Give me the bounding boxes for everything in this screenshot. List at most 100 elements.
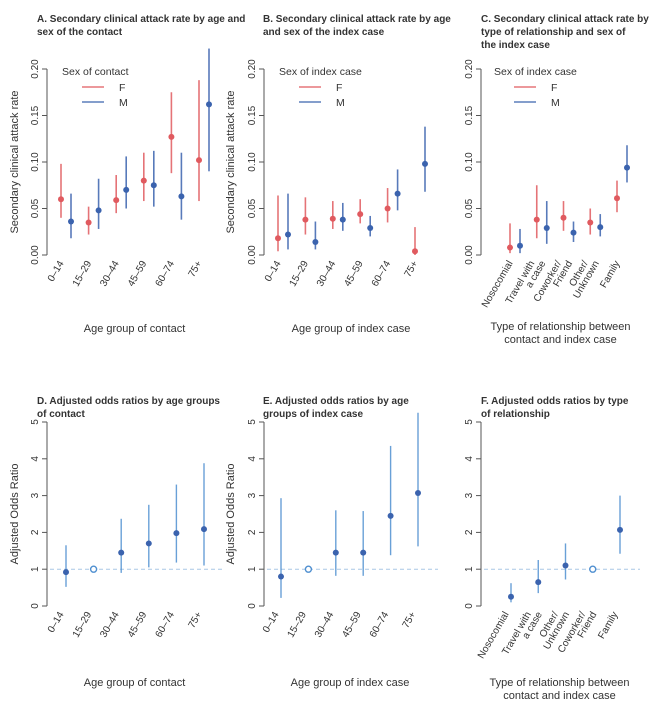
point-m xyxy=(206,101,212,108)
y-tick-label: 0.20 xyxy=(30,59,41,79)
point-f xyxy=(533,216,540,223)
point-f xyxy=(614,195,620,202)
panel-title: groups of index case xyxy=(263,409,363,420)
panel-title: B. Secondary clinical attack rate by age xyxy=(263,14,451,25)
panel-title: of relationship xyxy=(481,409,550,420)
panel-title: of contact xyxy=(37,409,85,420)
x-axis-title: contact and index case xyxy=(503,690,616,702)
point-m xyxy=(150,182,157,189)
point-m xyxy=(624,164,630,171)
panel-a: A. Secondary clinical attack rate by age… xyxy=(9,14,245,335)
x-tick-label: 30–44 xyxy=(98,610,122,640)
panel-f: F. Adjusted odds ratios by type of relati… xyxy=(464,396,640,702)
legend-title: Sex of index case xyxy=(279,66,362,78)
point-f xyxy=(275,235,281,242)
y-tick-label: 1 xyxy=(464,566,475,572)
y-tick-label: 1 xyxy=(247,566,258,572)
y-tick-label: 0.15 xyxy=(30,105,41,125)
point-or xyxy=(360,549,367,556)
point-or xyxy=(562,562,569,569)
y-tick-label: 2 xyxy=(247,529,258,535)
x-axis-title: Type of relationship between xyxy=(489,677,629,689)
point-or xyxy=(508,593,514,600)
x-tick-label: 75+ xyxy=(187,610,205,630)
x-tick-label: 45–59 xyxy=(342,259,366,289)
x-tick-label: 0–14 xyxy=(46,259,67,284)
point-f xyxy=(85,219,92,226)
y-tick-label: 3 xyxy=(30,492,41,498)
panel-title: and sex of the index case xyxy=(263,27,385,38)
y-tick-label: 0.00 xyxy=(464,245,475,265)
y-tick-label: 0.20 xyxy=(247,59,258,79)
y-tick-label: 4 xyxy=(30,456,41,462)
y-tick-label: 5 xyxy=(247,419,258,425)
x-tick-label: 0–14 xyxy=(261,610,282,635)
point-m xyxy=(178,193,185,200)
panel-title: type of relationship and sex of xyxy=(481,27,626,38)
point-m xyxy=(95,207,102,214)
y-tick-label: 0.20 xyxy=(464,59,475,79)
panel-title: the index case xyxy=(481,40,550,51)
point-f xyxy=(560,214,567,221)
y-tick-label: 5 xyxy=(464,419,475,425)
point-f xyxy=(140,177,147,184)
y-axis-title: Secondary clinical attack rate xyxy=(225,90,237,233)
x-tick-label: 30–44 xyxy=(98,259,122,289)
y-tick-label: 2 xyxy=(464,529,475,535)
x-tick-label: 15–29 xyxy=(71,259,95,289)
point-or xyxy=(415,490,421,497)
point-f xyxy=(412,248,418,255)
legend-label-f: F xyxy=(336,82,342,94)
panel-e: E. Adjusted odds ratios by age groups of … xyxy=(225,396,438,689)
point-or xyxy=(278,573,284,580)
reference-point xyxy=(89,565,98,573)
panel-d: D. Adjusted odds ratios by age groups of … xyxy=(9,396,224,689)
y-tick-label: 3 xyxy=(464,492,475,498)
reference-point xyxy=(304,565,313,573)
y-tick-label: 0 xyxy=(30,603,41,609)
y-tick-label: 0.00 xyxy=(247,245,258,265)
y-axis-title: Adjusted Odds Ratio xyxy=(9,464,21,565)
y-tick-label: 0.05 xyxy=(247,198,258,218)
y-tick-label: 5 xyxy=(30,419,41,425)
point-f xyxy=(113,197,120,204)
point-m xyxy=(312,238,319,245)
x-axis-title: contact and index case xyxy=(504,334,617,346)
y-tick-label: 0.10 xyxy=(30,152,41,172)
point-m xyxy=(543,225,550,232)
y-tick-label: 2 xyxy=(30,529,41,535)
y-tick-label: 0.15 xyxy=(464,105,475,125)
legend-label-f: F xyxy=(551,82,557,94)
y-tick-label: 0.15 xyxy=(247,105,258,125)
x-tick-label: Family xyxy=(596,610,620,641)
y-tick-label: 0 xyxy=(247,603,258,609)
x-tick-label: 60–74 xyxy=(154,610,178,640)
x-tick-label: 15–29 xyxy=(286,610,310,640)
x-tick-label: 45–59 xyxy=(126,259,150,289)
point-or xyxy=(173,530,180,537)
x-tick-label: 30–44 xyxy=(315,259,339,289)
point-m xyxy=(123,186,130,193)
x-tick-label: 30–44 xyxy=(313,610,337,640)
point-or xyxy=(201,526,207,533)
legend-label-f: F xyxy=(119,82,125,94)
y-axis-title: Secondary clinical attack rate xyxy=(9,90,21,233)
y-tick-label: 3 xyxy=(247,492,258,498)
x-tick-label: 75+ xyxy=(401,610,419,630)
panel-title: C. Secondary clinical attack rate by xyxy=(481,14,649,25)
panel-title: A. Secondary clinical attack rate by age… xyxy=(37,14,245,25)
panel-title: sex of the contact xyxy=(37,27,123,38)
x-tick-label: 0–14 xyxy=(263,259,284,284)
point-or xyxy=(118,549,125,556)
point-f xyxy=(357,211,364,218)
x-axis-title: Age group of index case xyxy=(292,323,411,335)
x-tick-label: 0–14 xyxy=(46,610,67,635)
point-m xyxy=(68,218,74,225)
point-or xyxy=(332,549,339,556)
point-f xyxy=(507,244,513,251)
point-f xyxy=(587,219,594,226)
legend-title: Sex of contact xyxy=(62,66,129,78)
x-tick-label: 15–29 xyxy=(71,610,95,640)
point-m xyxy=(367,225,374,232)
